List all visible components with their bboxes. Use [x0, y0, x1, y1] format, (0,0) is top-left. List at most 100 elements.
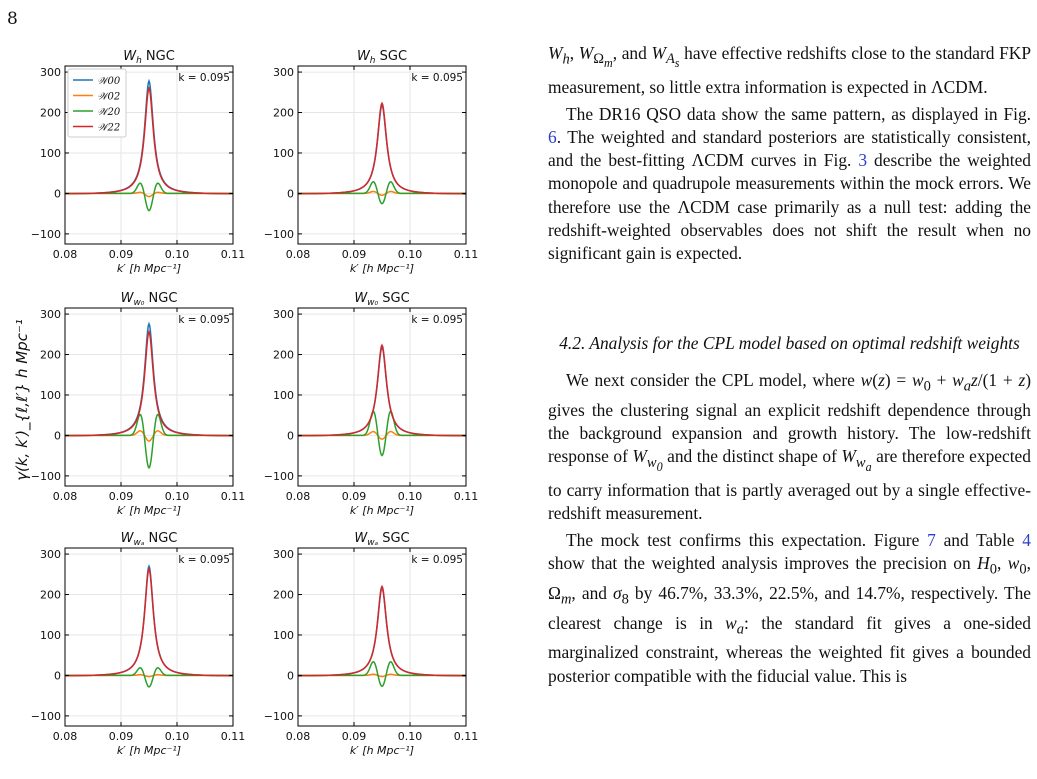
panel-5: −100 0 100 200 300 0.08 0.09 0.10 0.11 k′ [h Mpc⁻… [264, 531, 478, 757]
x-tick-label: 0.09 [109, 730, 134, 743]
fig3-link[interactable]: 3 [858, 150, 868, 171]
paragraph-4: The mock test confirms this expectation.… [548, 530, 1031, 686]
x-tick-label: 0.10 [398, 490, 423, 503]
x-tick-label: 0.11 [221, 248, 246, 261]
k-annotation: k = 0.095 [178, 554, 230, 566]
legend-label-w02: 𝒲02 [97, 92, 120, 103]
x-tick-label: 0.10 [398, 248, 423, 261]
series-w00-line [64, 564, 234, 677]
panel-title: Wh SGC [357, 49, 407, 66]
y-tick-label: 100 [273, 629, 294, 642]
fig6-link[interactable]: 6 [548, 126, 557, 147]
series-w00-line [297, 586, 467, 677]
panel-title: Ww₀ NGC [121, 291, 178, 308]
x-tick-label: 0.11 [221, 730, 246, 743]
panel-2: −100 0 100 200 300 0.08 0.09 0.10 0.11 k′ [h Mpc⁻… [31, 291, 245, 517]
k-annotation: k = 0.095 [411, 554, 463, 566]
y-tick-label: 100 [40, 389, 61, 402]
page-number: 8 [7, 9, 18, 29]
x-tick-label: 0.09 [342, 730, 367, 743]
y-tick-label: 200 [273, 589, 294, 602]
panel-frame [297, 547, 467, 727]
x-tick-label: 0.11 [454, 248, 479, 261]
panel-0: −100 0 100 200 300 0.08 0.09 0.10 0.11 k′ [h Mpc⁻… [31, 49, 245, 275]
panel-1: −100 0 100 200 300 0.08 0.09 0.10 0.11 k′ [h Mpc⁻… [264, 49, 478, 275]
y-tick-label: 100 [40, 147, 61, 160]
legend: 𝒲00 𝒲02 𝒲20 𝒲22 [67, 68, 127, 138]
panel-title: Wh NGC [123, 49, 175, 66]
k-annotation: k = 0.095 [178, 72, 230, 84]
panel-frame [64, 547, 234, 727]
y-tick-label: 200 [40, 589, 61, 602]
panel-frame [297, 307, 467, 487]
y-tick-label: 0 [287, 429, 294, 442]
paragraph-3: We next consider the CPL model, where w(… [548, 370, 1032, 524]
y-tick-label: 0 [287, 669, 294, 682]
panel-frame [64, 307, 234, 487]
x-tick-label: 0.08 [53, 490, 78, 503]
panel-frame [297, 65, 467, 245]
x-axis-label: k′ [h Mpc⁻¹] [350, 744, 414, 757]
x-axis-label: k′ [h Mpc⁻¹] [117, 504, 181, 517]
x-tick-label: 0.10 [398, 730, 423, 743]
x-tick-label: 0.09 [109, 248, 134, 261]
series-w22-line [65, 329, 233, 437]
x-axis-label: k′ [h Mpc⁻¹] [117, 744, 181, 757]
y-tick-label: 300 [273, 66, 294, 79]
y-tick-label: 100 [273, 389, 294, 402]
section-heading: 4.2. Analysis for the CPL model based on… [559, 333, 1020, 354]
k-annotation: k = 0.095 [178, 314, 230, 326]
panel-frame [64, 65, 234, 245]
legend-box [67, 68, 127, 138]
k-annotation: k = 0.095 [411, 72, 463, 84]
x-tick-label: 0.09 [342, 248, 367, 261]
y-tick-label: 0 [54, 669, 61, 682]
y-tick-label: −100 [264, 710, 294, 723]
y-tick-label: −100 [31, 228, 61, 241]
y-tick-label: 300 [273, 548, 294, 561]
fig7-link[interactable]: 7 [927, 530, 936, 551]
y-tick-label: 300 [40, 308, 61, 321]
x-tick-label: 0.08 [286, 490, 311, 503]
series-w00-line [297, 103, 467, 195]
series-w00-line [64, 321, 234, 437]
paragraph-1: Wh, WΩm, and WAs have effective redshift… [548, 43, 1031, 97]
panel-3: −100 0 100 200 300 0.08 0.09 0.10 0.11 k′ [h Mpc⁻… [264, 291, 478, 517]
x-tick-label: 0.08 [53, 730, 78, 743]
table4-link[interactable]: 4 [1022, 530, 1031, 551]
x-tick-label: 0.11 [454, 490, 479, 503]
series-w22-line [64, 86, 234, 195]
x-axis-label: k′ [h Mpc⁻¹] [117, 262, 181, 275]
series-w22-line [65, 566, 233, 677]
panel-4: −100 0 100 200 300 0.08 0.09 0.10 0.11 k′ [h Mpc⁻… [31, 531, 245, 757]
series-w20-line [298, 661, 466, 688]
y-tick-label: −100 [31, 470, 61, 483]
k-annotation: k = 0.095 [411, 314, 463, 326]
y-tick-label: 300 [40, 548, 61, 561]
x-tick-label: 0.11 [454, 730, 479, 743]
x-tick-label: 0.09 [109, 490, 134, 503]
y-tick-label: 0 [287, 187, 294, 200]
series-w22-line [297, 101, 467, 195]
series-w20-line [65, 667, 233, 688]
x-tick-label: 0.10 [165, 490, 190, 503]
y-tick-label: −100 [264, 228, 294, 241]
x-axis-label: k′ [h Mpc⁻¹] [350, 262, 414, 275]
panel-title: Wwₐ NGC [121, 531, 178, 548]
y-tick-label: 100 [273, 147, 294, 160]
right-column-text: Wh, WΩm, and WAs have effective redshift… [548, 42, 1031, 688]
figure-gamma-panels: γ(k, k′)_{ℓ,ℓ′} h Mpc⁻¹−10001002003000.0… [13, 49, 478, 757]
paragraph-2: The DR16 QSO data show the same pattern,… [548, 103, 1031, 263]
x-tick-label: 0.08 [286, 248, 311, 261]
y-tick-label: −100 [31, 710, 61, 723]
panel-title: Wwₐ SGC [354, 531, 409, 548]
y-tick-label: 300 [273, 308, 294, 321]
y-axis-label: γ(k, k′)_{ℓ,ℓ′} h Mpc⁻¹ [13, 319, 32, 481]
y-tick-label: 100 [40, 629, 61, 642]
x-tick-label: 0.08 [53, 248, 78, 261]
x-tick-label: 0.09 [342, 490, 367, 503]
series-w22-line [297, 343, 467, 437]
legend-label-w00: 𝒲00 [97, 76, 121, 87]
y-tick-label: 200 [273, 349, 294, 362]
series-w00-line [297, 345, 467, 437]
